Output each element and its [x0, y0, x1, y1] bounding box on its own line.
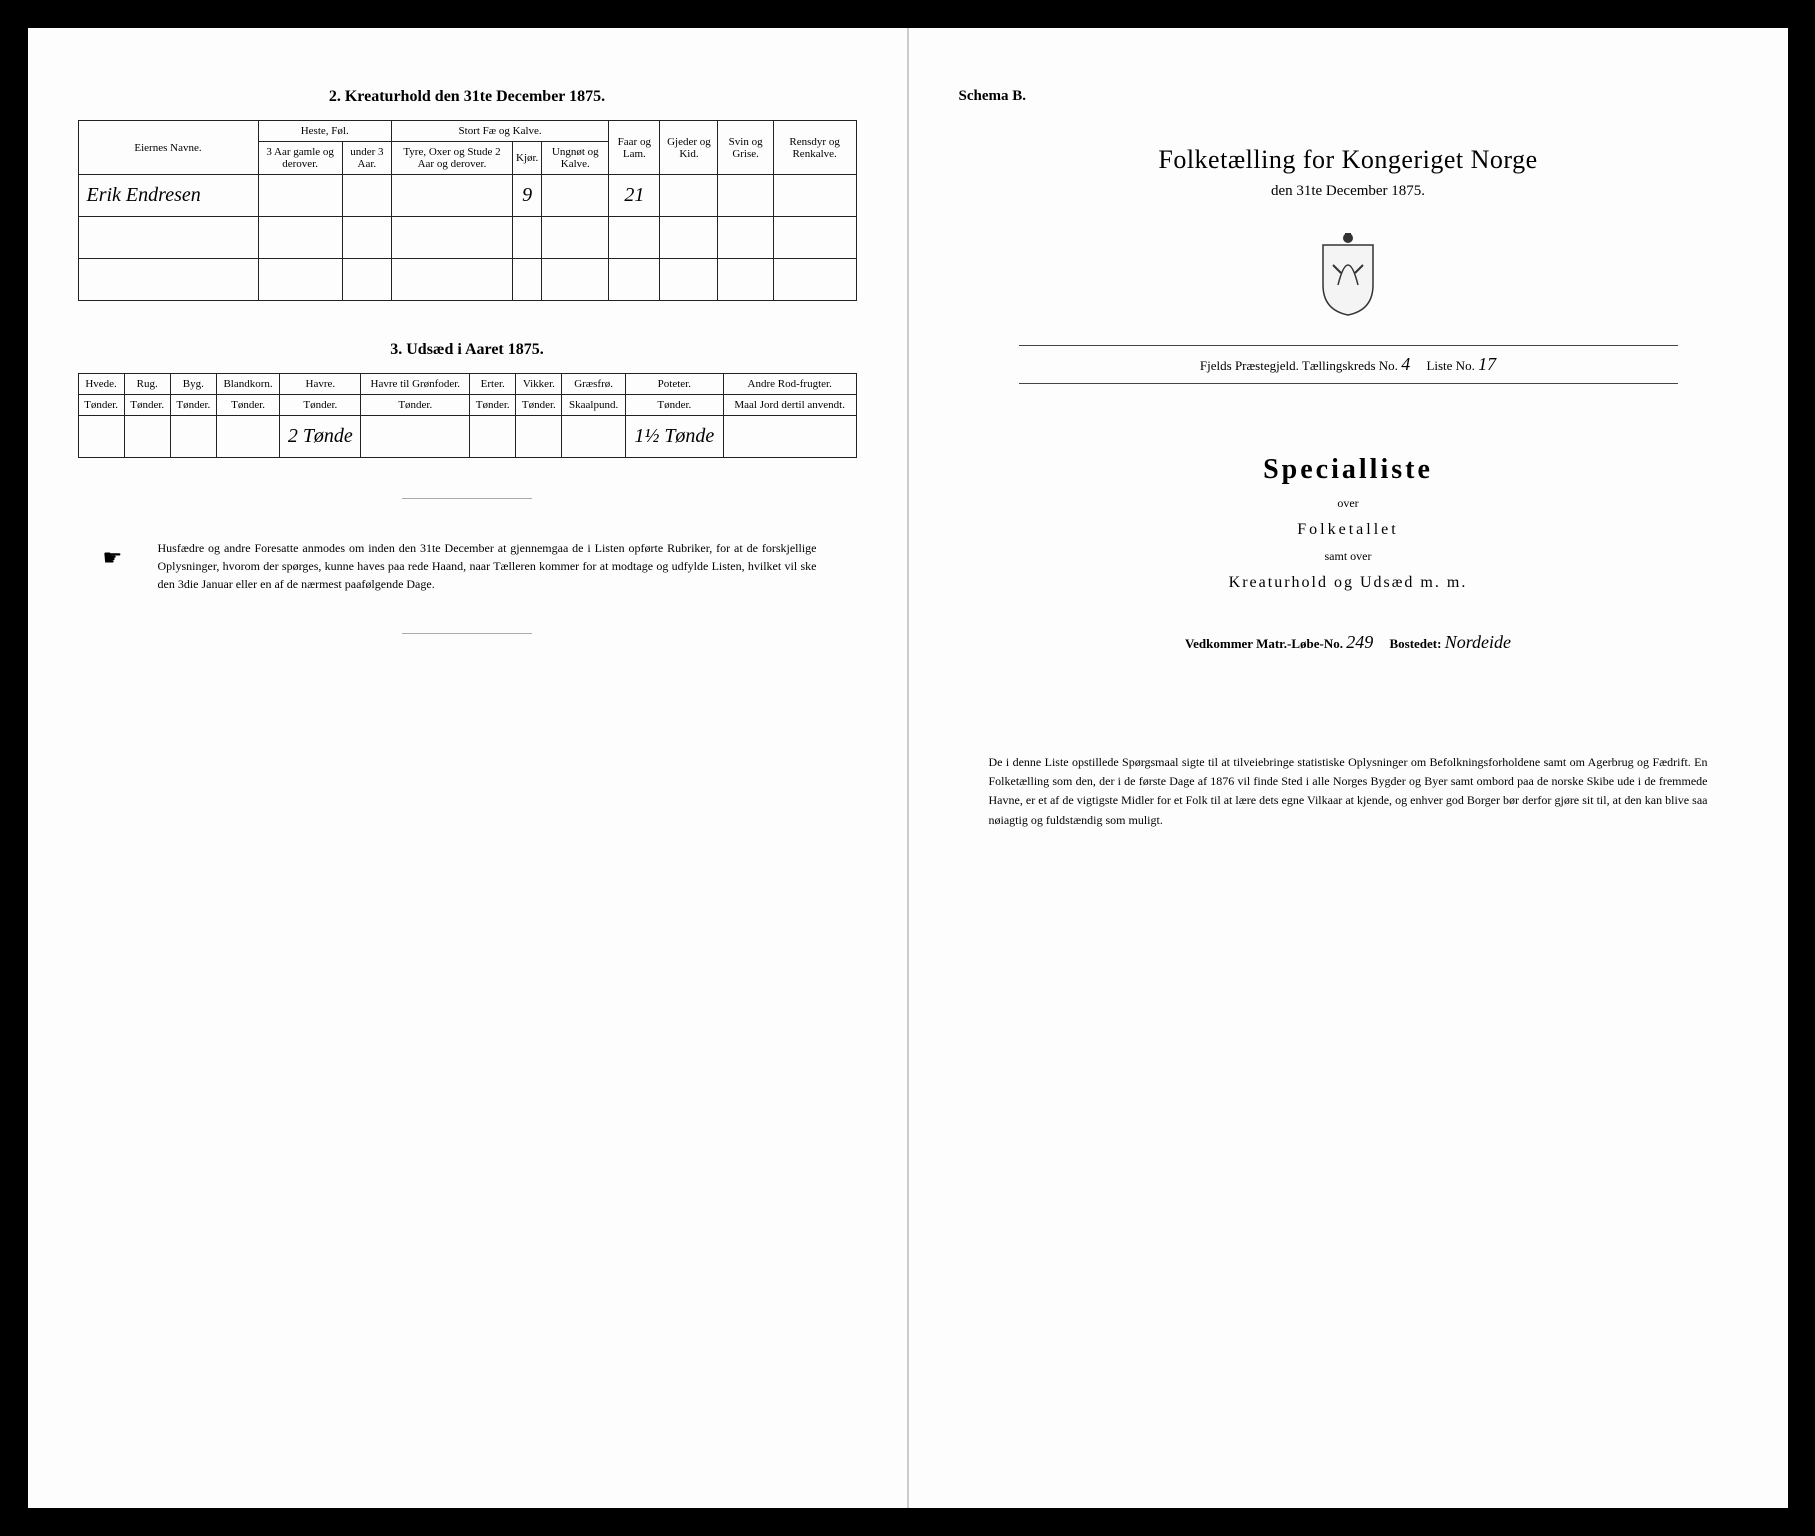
col-graesfro: Græsfrø.: [562, 374, 625, 395]
bottom-paragraph: De i denne Liste opstillede Spørgsmaal s…: [989, 753, 1708, 830]
group-heste: Heste, Føl.: [258, 121, 391, 142]
meta-prefix: Fjelds Præstegjeld. Tællingskreds No.: [1200, 358, 1398, 373]
col-storfe-a: Tyre, Oxer og Stude 2 Aar og derover.: [391, 142, 512, 175]
unit: Tønder.: [170, 395, 216, 416]
col-gjeder: Gjeder og Kid.: [660, 121, 718, 175]
kreaturhold-table: Eiernes Navne. Heste, Føl. Stort Fæ og K…: [78, 120, 857, 301]
unit-andre: Maal Jord dertil anvendt.: [723, 395, 856, 416]
cell-poteter: 1½ Tønde: [625, 416, 723, 458]
cell-kjor: 9: [513, 175, 542, 217]
col-storfe-c: Ungnøt og Kalve.: [542, 142, 609, 175]
samt-label: samt over: [959, 549, 1738, 564]
pointing-hand-icon: ☛: [103, 541, 123, 574]
divider: [402, 633, 532, 634]
kreatur-line: Kreaturhold og Udsæd m. m.: [959, 574, 1738, 592]
unit: Tønder.: [516, 395, 562, 416]
udsaed-table: Hvede. Rug. Byg. Blandkorn. Havre. Havre…: [78, 373, 857, 458]
table-row: [78, 217, 856, 259]
col-havre-gron: Havre til Grønfoder.: [361, 374, 470, 395]
unit-graes: Skaalpund.: [562, 395, 625, 416]
table-row: 2 Tønde 1½ Tønde: [78, 416, 856, 458]
left-page: 2. Kreaturhold den 31te December 1875. E…: [28, 28, 908, 1508]
unit: Tønder.: [361, 395, 470, 416]
col-storfe-b: Kjør.: [513, 142, 542, 175]
subtitle: den 31te December 1875.: [959, 183, 1738, 200]
unit: Tønder.: [124, 395, 170, 416]
unit: Tønder.: [216, 395, 279, 416]
unit: Tønder.: [625, 395, 723, 416]
col-faar: Faar og Lam.: [609, 121, 660, 175]
footnote-text: ☛ Husfædre og andre Foresatte anmodes om…: [158, 539, 817, 593]
cell-havre: 2 Tønde: [280, 416, 361, 458]
bosted: Nordeide: [1445, 632, 1511, 652]
specialliste-title: Specialliste: [959, 454, 1738, 486]
col-andre: Andre Rod-frugter.: [723, 374, 856, 395]
main-title: Folketælling for Kongeriget Norge: [959, 145, 1738, 175]
coat-of-arms-icon: [959, 230, 1738, 325]
schema-label: Schema B.: [959, 88, 1738, 105]
meta-line: Fjelds Præstegjeld. Tællingskreds No. 4 …: [1019, 345, 1678, 384]
unit: Tønder.: [78, 395, 124, 416]
col-svin: Svin og Grise.: [718, 121, 773, 175]
table-row: Erik Endresen 9 21: [78, 175, 856, 217]
col-erter: Erter.: [470, 374, 516, 395]
col-eiernes-navne: Eiernes Navne.: [78, 121, 258, 175]
col-rug: Rug.: [124, 374, 170, 395]
liste-label: Liste No.: [1426, 358, 1474, 373]
col-hvede: Hvede.: [78, 374, 124, 395]
section-2-title: 2. Kreaturhold den 31te December 1875.: [78, 88, 857, 106]
col-rensdyr: Rensdyr og Renkalve.: [773, 121, 856, 175]
lobe-no: 249: [1346, 632, 1373, 652]
table-row: [78, 259, 856, 301]
col-byg: Byg.: [170, 374, 216, 395]
scanned-book-spread: 2. Kreaturhold den 31te December 1875. E…: [28, 28, 1788, 1508]
group-storfe: Stort Fæ og Kalve.: [391, 121, 608, 142]
unit: Tønder.: [280, 395, 361, 416]
liste-no: 17: [1478, 354, 1496, 374]
col-heste-a: 3 Aar gamle og derover.: [258, 142, 342, 175]
vedkommer-label2: Bostedet:: [1389, 636, 1441, 651]
vedkommer-line: Vedkommer Matr.-Løbe-No. 249 Bostedet: N…: [959, 632, 1738, 653]
kreds-no: 4: [1401, 354, 1410, 374]
col-blandkorn: Blandkorn.: [216, 374, 279, 395]
section-3-title: 3. Udsæd i Aaret 1875.: [78, 341, 857, 359]
cell-name: Erik Endresen: [78, 175, 258, 217]
cell-faar: 21: [609, 175, 660, 217]
col-havre: Havre.: [280, 374, 361, 395]
col-poteter: Poteter.: [625, 374, 723, 395]
right-page: Schema B. Folketælling for Kongeriget No…: [908, 28, 1788, 1508]
col-heste-b: under 3 Aar.: [342, 142, 391, 175]
unit: Tønder.: [470, 395, 516, 416]
over-label: over: [959, 496, 1738, 511]
folketallet-label: Folketallet: [959, 521, 1738, 539]
footnote-body: Husfædre og andre Foresatte anmodes om i…: [158, 541, 817, 591]
divider: [402, 498, 532, 499]
vedkommer-label1: Vedkommer Matr.-Løbe-No.: [1185, 636, 1343, 651]
col-vikker: Vikker.: [516, 374, 562, 395]
